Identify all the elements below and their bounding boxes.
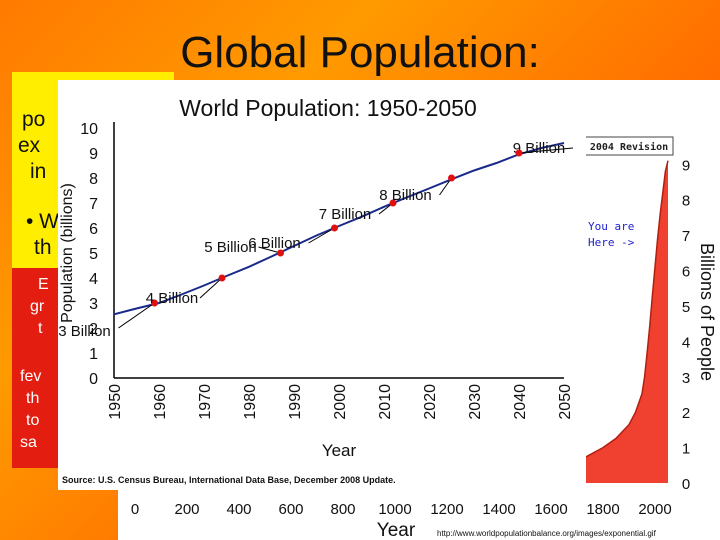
text-fragment: ex bbox=[18, 134, 41, 157]
population-area-edge bbox=[524, 160, 669, 468]
chart-panel bbox=[58, 80, 586, 490]
x-tick-label: 800 bbox=[330, 501, 355, 518]
milestone-leader bbox=[518, 147, 574, 154]
y-tick-label: 7 bbox=[89, 196, 98, 213]
y-tick-label: 0 bbox=[682, 476, 690, 493]
x-tick-label: 2000 bbox=[638, 501, 671, 518]
y-tick-label: 2 bbox=[89, 321, 98, 338]
world-population-chart: World Population: 1950-2050 0 1 2 3 4 5 6 7 8 9 10 1… bbox=[58, 80, 586, 490]
x-tick-label: 2050 bbox=[557, 384, 574, 420]
milestone-label: 7 Billion bbox=[319, 206, 372, 223]
chart-source: Source: U.S. Census Bureau, Internationa… bbox=[62, 475, 396, 485]
x-tick-label: 1950 bbox=[107, 384, 124, 420]
y-tick-label: 3 bbox=[682, 370, 690, 387]
milestone-marker bbox=[218, 274, 226, 282]
text-fragment: gr bbox=[30, 298, 45, 315]
x-axis-title: Year bbox=[322, 441, 357, 460]
milestone-label: 5 Billion bbox=[204, 239, 257, 256]
y-tick-label: 8 bbox=[89, 171, 98, 188]
milestone-leader bbox=[308, 227, 335, 244]
x-tick-label: 0 bbox=[131, 501, 139, 518]
text-fragment: in bbox=[30, 160, 47, 183]
milestone-marker bbox=[331, 224, 338, 232]
milestone-marker bbox=[151, 299, 158, 307]
y-tick-label: 9 bbox=[89, 146, 98, 163]
x-tick-label: 1990 bbox=[287, 384, 304, 420]
x-tick-label: 1980 bbox=[242, 384, 259, 420]
y-tick-label: 5 bbox=[89, 246, 98, 263]
milestone-leader bbox=[258, 246, 281, 254]
y-tick-label: 8 bbox=[682, 193, 690, 210]
milestone-label: 3 Billion bbox=[58, 323, 111, 340]
x-tick-label: 200 bbox=[174, 501, 199, 518]
milestone-label: 9 Billion bbox=[513, 140, 566, 157]
milestone-marker bbox=[515, 149, 523, 157]
milestone-marker bbox=[389, 199, 397, 207]
milestone-label: 8 Billion bbox=[379, 187, 432, 204]
x-tick-label: 1800 bbox=[586, 501, 619, 518]
x-tick-label: 1000 bbox=[378, 501, 411, 518]
y-tick-label: 6 bbox=[682, 264, 690, 281]
y-tick-label: 4 bbox=[89, 271, 98, 288]
text-fragment: E bbox=[38, 276, 49, 293]
milestone-label: 4 Billion bbox=[146, 290, 199, 307]
x-tick-label: 600 bbox=[278, 501, 303, 518]
y-tick-label: 6 bbox=[89, 221, 98, 238]
x-tick-label: 1960 bbox=[152, 384, 169, 420]
milestone-leader bbox=[199, 277, 223, 299]
chart-title: World Population: 1950-2050 bbox=[179, 95, 477, 121]
milestone-label: 6 Billion bbox=[248, 235, 301, 252]
y-tick-label: 1 bbox=[682, 441, 690, 458]
milestone-marker bbox=[277, 249, 284, 257]
y-tick-label: 4 bbox=[682, 334, 690, 351]
y-tick-label: 5 bbox=[682, 299, 690, 316]
text-fragment: th bbox=[34, 236, 52, 259]
x-tick-label: 1970 bbox=[197, 384, 214, 420]
y-tick-label: 0 bbox=[89, 371, 98, 388]
chart-header: 2004 Revision bbox=[590, 141, 668, 153]
population-area bbox=[525, 160, 668, 483]
y-tick-label: 3 bbox=[89, 296, 98, 313]
text-fragment: sa bbox=[20, 434, 37, 451]
x-tick-label: 400 bbox=[226, 501, 251, 518]
x-tick-label: 2020 bbox=[422, 384, 439, 420]
x-tick-label: 2040 bbox=[512, 384, 529, 420]
milestone-leader bbox=[118, 302, 155, 329]
x-tick-label: 2030 bbox=[467, 384, 484, 420]
text-fragment: fev bbox=[20, 368, 42, 385]
x-tick-label: 1400 bbox=[482, 501, 515, 518]
y-tick-label: 1 bbox=[89, 346, 98, 363]
source-url: http://www.worldpopulationbalance.org/im… bbox=[437, 529, 656, 538]
y-tick-label: 7 bbox=[682, 228, 690, 245]
annotation-line: Here -> bbox=[588, 236, 635, 249]
y-tick-label: 2 bbox=[682, 405, 690, 422]
y-axis-title: Population (billions) bbox=[59, 183, 76, 323]
x-tick-label: 1600 bbox=[534, 501, 567, 518]
x-tick-label: 2010 bbox=[377, 384, 394, 420]
y-tick-label: 10 bbox=[80, 121, 98, 138]
text-fragment: po bbox=[22, 108, 46, 131]
text-fragment: th bbox=[26, 390, 40, 407]
y-axis-title: Billions of People bbox=[697, 243, 717, 381]
text-fragment: t bbox=[38, 320, 43, 337]
text-fragment: to bbox=[26, 412, 40, 429]
y-tick-label: 9 bbox=[682, 157, 690, 174]
population-line bbox=[113, 142, 565, 316]
slide-title: Global Population: bbox=[180, 28, 540, 77]
milestone-marker bbox=[448, 174, 455, 182]
you-are-here-annotation: You are Here -> bbox=[588, 220, 635, 249]
x-tick-label: 2000 bbox=[332, 384, 349, 420]
x-axis-title: Year bbox=[377, 520, 416, 540]
text-fragment: • W bbox=[26, 210, 60, 233]
x-tick-label: 1200 bbox=[430, 501, 463, 518]
annotation-line: You are bbox=[588, 220, 634, 233]
